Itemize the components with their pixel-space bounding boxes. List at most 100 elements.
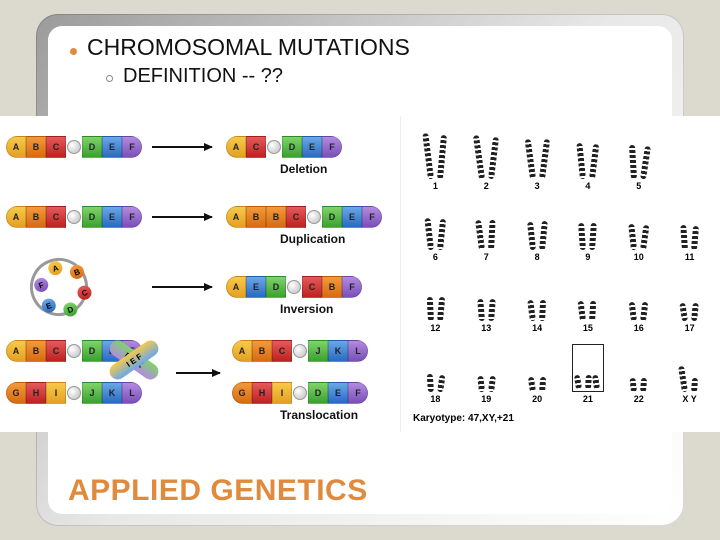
chromosome-pair [530, 202, 545, 250]
chromosome-icon [539, 300, 546, 321]
segment-L: L [122, 382, 142, 404]
segment-B: B [26, 340, 46, 362]
karyotype-number: 18 [430, 394, 440, 404]
chromosome-icon [680, 225, 688, 250]
segment-G: G [232, 382, 252, 404]
karyotype-number: 10 [634, 252, 644, 262]
karyotype-pair-1: 1 [411, 126, 460, 191]
bullet-ring-icon [106, 75, 113, 82]
chromosome-pair [631, 273, 646, 321]
segment-A: A [6, 340, 26, 362]
mutation-row-translocation: ABCDEFGHIJKLD J KI E FABCJKLGHIDEFTransl… [0, 336, 400, 412]
segment-D: D [82, 136, 102, 158]
chromosome-icon [589, 144, 599, 179]
karyotype-pair-2: 2 [462, 126, 511, 191]
chromosome: ACDEF [226, 136, 342, 158]
segment-B: B [246, 206, 266, 228]
karyotype-pair-10: 10 [614, 197, 663, 262]
segment-F: F [362, 206, 382, 228]
arrow-icon [152, 216, 212, 218]
mutation-row-duplication: ABCDEFABBCDEFDuplication [0, 186, 400, 262]
karyotype-pair-20: 20 [513, 339, 562, 404]
segment-C: C [246, 136, 266, 158]
karyotype-number: 2 [484, 181, 489, 191]
segment-F: F [322, 136, 342, 158]
chromosome-icon [628, 224, 637, 250]
segment-F: F [122, 136, 142, 158]
karyotype-number: 15 [583, 323, 593, 333]
segment-J: J [82, 382, 102, 404]
chromosome-pair [479, 202, 494, 250]
segment-A: A [226, 276, 246, 298]
segment-E: E [102, 206, 122, 228]
segment-A: A [6, 206, 26, 228]
chromosome-icon [578, 223, 586, 250]
segment-D: D [322, 206, 342, 228]
segment-E: E [102, 136, 122, 158]
chromosome-icon [589, 223, 597, 250]
segment-D: D [308, 382, 328, 404]
chromosome-pair [479, 131, 494, 179]
centromere-icon [67, 140, 81, 154]
centromere-icon [307, 210, 321, 224]
chromosome-icon [592, 375, 600, 390]
chromosome: GHIJKL [6, 382, 142, 404]
karyotype-number: 12 [430, 323, 440, 333]
segment-E: E [246, 276, 266, 298]
chromosome-pair [682, 344, 697, 392]
chromosome: ABCDEF [6, 136, 142, 158]
chromosome-icon [488, 137, 499, 179]
karyotype-number: 22 [634, 394, 644, 404]
chromosome-icon [589, 301, 596, 321]
chromosome-icon [679, 303, 688, 322]
karyotype-pair-6: 6 [411, 197, 460, 262]
chromosome-pair [530, 131, 545, 179]
chromosome-icon [488, 220, 496, 250]
chromosome-pair [580, 202, 595, 250]
chromosome-pair [530, 273, 545, 321]
karyotype-number: 3 [535, 181, 540, 191]
inversion-loop-icon: ABCDEF [22, 250, 96, 324]
karyotype-pair-17: 17 [665, 268, 714, 333]
chromosome-pair [428, 273, 443, 321]
segment-B: B [26, 206, 46, 228]
chromosome-icon [691, 226, 699, 250]
karyotype-pair-8: 8 [513, 197, 562, 262]
karyotype-number: 7 [484, 252, 489, 262]
chromosome-pair [580, 273, 595, 321]
chromosome-pair [631, 202, 646, 250]
arrow-icon [152, 146, 212, 148]
bullet-list: CHROMOSOMAL MUTATIONS DEFINITION -- ?? [70, 34, 410, 88]
segment-C: C [272, 340, 292, 362]
karyotype-pair-X Y: X Y [665, 339, 714, 404]
segment-A: A [232, 340, 252, 362]
segment-K: K [102, 382, 122, 404]
segment-C: C [46, 206, 66, 228]
chromosome: ABBCDEF [226, 206, 382, 228]
segment-I: I [46, 382, 66, 404]
chromosome-icon [473, 135, 485, 179]
chromosome-icon [527, 377, 535, 393]
karyotype-number: 5 [636, 181, 641, 191]
segment-A: A [226, 206, 246, 228]
karyotype-number: 9 [585, 252, 590, 262]
bullet-2-text: DEFINITION -- ?? [123, 65, 283, 88]
chromosome-icon [527, 222, 536, 250]
karyotype-number: 14 [532, 323, 542, 333]
segment-B: B [322, 276, 342, 298]
karyotype-number: 16 [634, 323, 644, 333]
segment-C: C [46, 136, 66, 158]
chromosome-icon [640, 378, 647, 392]
chromosome-icon [691, 378, 698, 392]
segment-E: E [328, 382, 348, 404]
segment-F: F [122, 206, 142, 228]
karyotype-number: 13 [481, 323, 491, 333]
centromere-icon [67, 210, 81, 224]
chromosome-icon [585, 375, 592, 389]
segment-J: J [308, 340, 328, 362]
chromosome-icon [539, 139, 550, 179]
segment-D: D [82, 206, 102, 228]
segment-E: E [342, 206, 362, 228]
segment-B: B [266, 206, 286, 228]
segment-D: D [82, 340, 102, 362]
